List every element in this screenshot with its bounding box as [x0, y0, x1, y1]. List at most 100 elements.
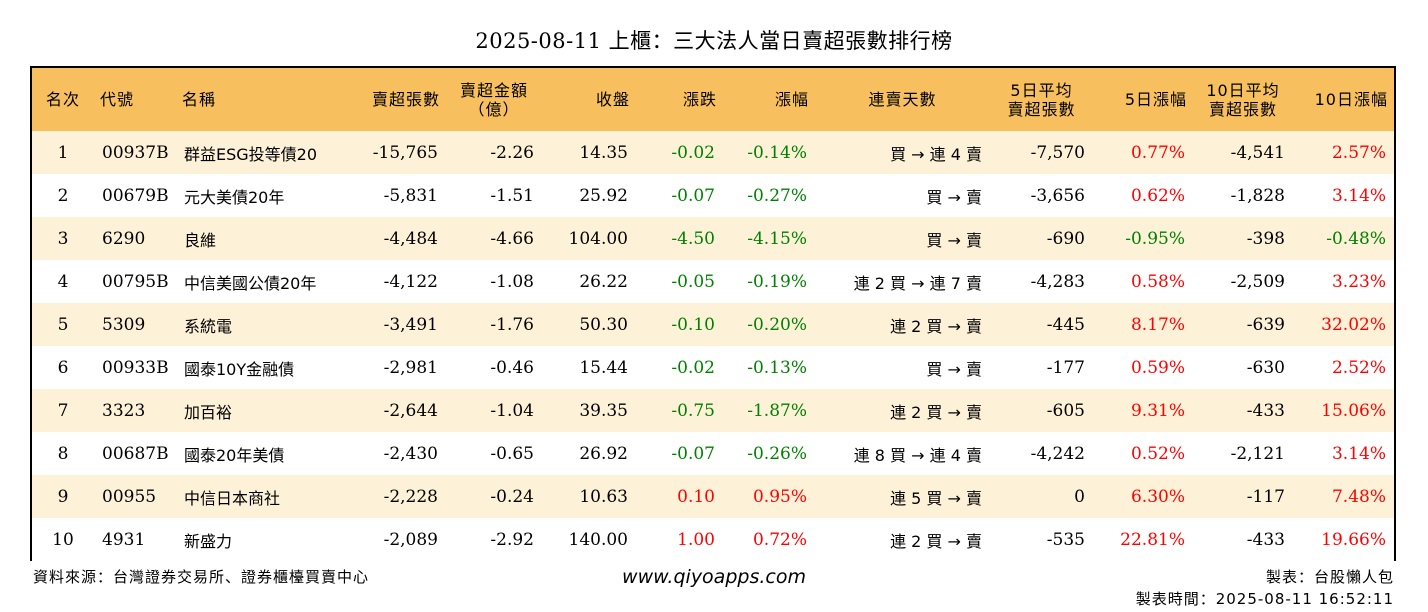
cell-pct5: 6.30% — [1130, 486, 1185, 507]
cell-rank: 5 — [57, 314, 69, 335]
data-source: 資料來源：台灣證券交易所、證券櫃檯買賣中心 — [33, 568, 370, 586]
cell-avg10: -117 — [1246, 486, 1285, 507]
cell-sell-qty: -2,644 — [383, 400, 438, 421]
cell-sell-qty: -3,491 — [383, 314, 438, 335]
cell-code: 6290 — [102, 228, 146, 249]
cell-sell-amount: -1.76 — [490, 314, 534, 335]
cell-pct: 0.72% — [752, 529, 807, 550]
cell-change: 1.00 — [677, 529, 715, 550]
cell-pct10: 32.02% — [1321, 314, 1386, 335]
cell-pct5: 8.17% — [1130, 314, 1185, 335]
header-change: 漲跌 — [682, 90, 717, 109]
cell-pct: -0.14% — [747, 142, 807, 163]
cell-name: 系統電 — [184, 316, 233, 336]
cell-name: 加百裕 — [184, 402, 233, 422]
cell-pct: -0.26% — [747, 443, 807, 464]
cell-code: 00933B — [102, 357, 169, 378]
cell-avg10: -2,121 — [1230, 443, 1285, 464]
cell-pct10: 3.14% — [1331, 185, 1386, 206]
cell-sell-qty: -5,831 — [383, 185, 438, 206]
cell-streak: 連 2 買 → 賣 — [890, 531, 982, 551]
cell-code: 00955 — [102, 486, 157, 507]
cell-pct10: -0.48% — [1326, 228, 1386, 249]
cell-name: 中信美國公債20年 — [184, 273, 317, 293]
cell-sell-amount: -2.92 — [490, 529, 534, 550]
cell-rank: 1 — [57, 142, 69, 163]
cell-name: 元大美債20年 — [184, 187, 285, 207]
cell-avg5: -4,242 — [1030, 443, 1085, 464]
cell-sell-qty: -2,089 — [383, 529, 438, 550]
cell-avg5: -605 — [1046, 400, 1085, 421]
cell-pct5: 0.62% — [1130, 185, 1185, 206]
cell-streak: 買 → 賣 — [926, 230, 982, 250]
cell-sell-amount: -1.08 — [490, 271, 534, 292]
header-sell-amount: 賣超金額 （億） — [446, 68, 542, 131]
header-code: 代號 — [100, 90, 135, 109]
cell-sell-qty: -2,981 — [383, 357, 438, 378]
table-row: 10 4931 新盛力 -2,089 -2.92 140.00 1.00 0.72% 連 2 買… — [32, 518, 1394, 561]
cell-pct10: 7.48% — [1331, 486, 1386, 507]
cell-pct10: 3.23% — [1331, 271, 1386, 292]
cell-sell-amount: -2.26 — [490, 142, 534, 163]
cell-streak: 買 → 賣 — [926, 187, 982, 207]
cell-rank: 3 — [57, 228, 69, 249]
table-row: 5 5309 系統電 -3,491 -1.76 50.30 -0.10 -0.20% 連 2 買… — [32, 303, 1394, 346]
cell-name: 國泰10Y金融債 — [184, 359, 295, 379]
cell-pct: -4.15% — [747, 228, 807, 249]
cell-pct10: 19.66% — [1321, 529, 1386, 550]
footer-meta: 製表：台股懶人包 製表時間：2025-08-11 16:52:11 — [1136, 566, 1394, 610]
header-sell-amount-line2: （億） — [468, 99, 520, 119]
table-row: 7 3323 加百裕 -2,644 -1.04 39.35 -0.75 -1.87% 連 2 買… — [32, 389, 1394, 432]
cell-sell-qty: -4,122 — [383, 271, 438, 292]
cell-code: 00795B — [102, 271, 169, 292]
cell-streak: 連 2 買 → 賣 — [890, 316, 982, 336]
cell-streak: 連 2 買 → 賣 — [890, 402, 982, 422]
cell-close: 39.35 — [579, 400, 628, 421]
cell-avg10: -639 — [1246, 314, 1285, 335]
header-pct10: 10日漲幅 — [1314, 90, 1388, 109]
site-url: www.qiyoapps.com — [622, 566, 806, 588]
cell-avg5: -535 — [1046, 529, 1085, 550]
table-row: 2 00679B 元大美債20年 -5,831 -1.51 25.92 -0.07 -0.27… — [32, 174, 1394, 217]
cell-name: 新盛力 — [184, 531, 233, 551]
cell-pct: 0.95% — [752, 486, 807, 507]
cell-rank: 10 — [52, 529, 74, 550]
cell-pct5: 0.52% — [1130, 443, 1185, 464]
cell-change: -4.50 — [671, 228, 715, 249]
cell-code: 4931 — [102, 529, 146, 550]
header-sell-amount-line1: 賣超金額 — [459, 80, 528, 100]
cell-close: 15.44 — [579, 357, 628, 378]
cell-avg5: 0 — [1074, 486, 1085, 507]
cell-code: 5309 — [102, 314, 146, 335]
header-pct5: 5日漲幅 — [1124, 90, 1187, 109]
cell-pct: -0.27% — [747, 185, 807, 206]
cell-sell-amount: -0.46 — [490, 357, 534, 378]
cell-avg5: -3,656 — [1030, 185, 1085, 206]
cell-rank: 2 — [57, 185, 69, 206]
cell-code: 00687B — [102, 443, 169, 464]
cell-pct5: 0.59% — [1130, 357, 1185, 378]
cell-pct5: -0.95% — [1125, 228, 1185, 249]
cell-name: 中信日本商社 — [184, 488, 281, 508]
table-row: 4 00795B 中信美國公債20年 -4,122 -1.08 26.22 -0.05 -0.… — [32, 260, 1394, 303]
table-maker: 製表：台股懶人包 — [1265, 568, 1394, 586]
cell-avg10: -433 — [1246, 529, 1285, 550]
header-avg10-line2: 賣超張數 — [1208, 99, 1277, 119]
cell-streak: 連 8 買 → 連 4 賣 — [853, 445, 982, 465]
cell-avg10: -398 — [1246, 228, 1285, 249]
cell-pct5: 0.58% — [1130, 271, 1185, 292]
cell-pct: -0.20% — [747, 314, 807, 335]
header-streak: 連賣天數 — [868, 90, 937, 109]
cell-name: 國泰20年美債 — [184, 445, 285, 465]
cell-pct10: 15.06% — [1321, 400, 1386, 421]
header-pct: 漲幅 — [774, 90, 809, 109]
cell-change: -0.02 — [671, 142, 715, 163]
cell-pct10: 2.52% — [1331, 357, 1386, 378]
cell-close: 25.92 — [579, 185, 628, 206]
header-avg5: 5日平均 賣超張數 — [990, 68, 1093, 131]
cell-close: 10.63 — [579, 486, 628, 507]
header-avg5-line1: 5日平均 — [1010, 80, 1073, 100]
cell-sell-qty: -4,484 — [383, 228, 438, 249]
ranking-table-container: 名次 代號 名稱 賣超張數 賣超金額 （億） 收盤 漲跌 漲幅 連賣天數 5日平… — [30, 66, 1396, 561]
cell-streak: 買 → 連 4 賣 — [890, 144, 982, 164]
